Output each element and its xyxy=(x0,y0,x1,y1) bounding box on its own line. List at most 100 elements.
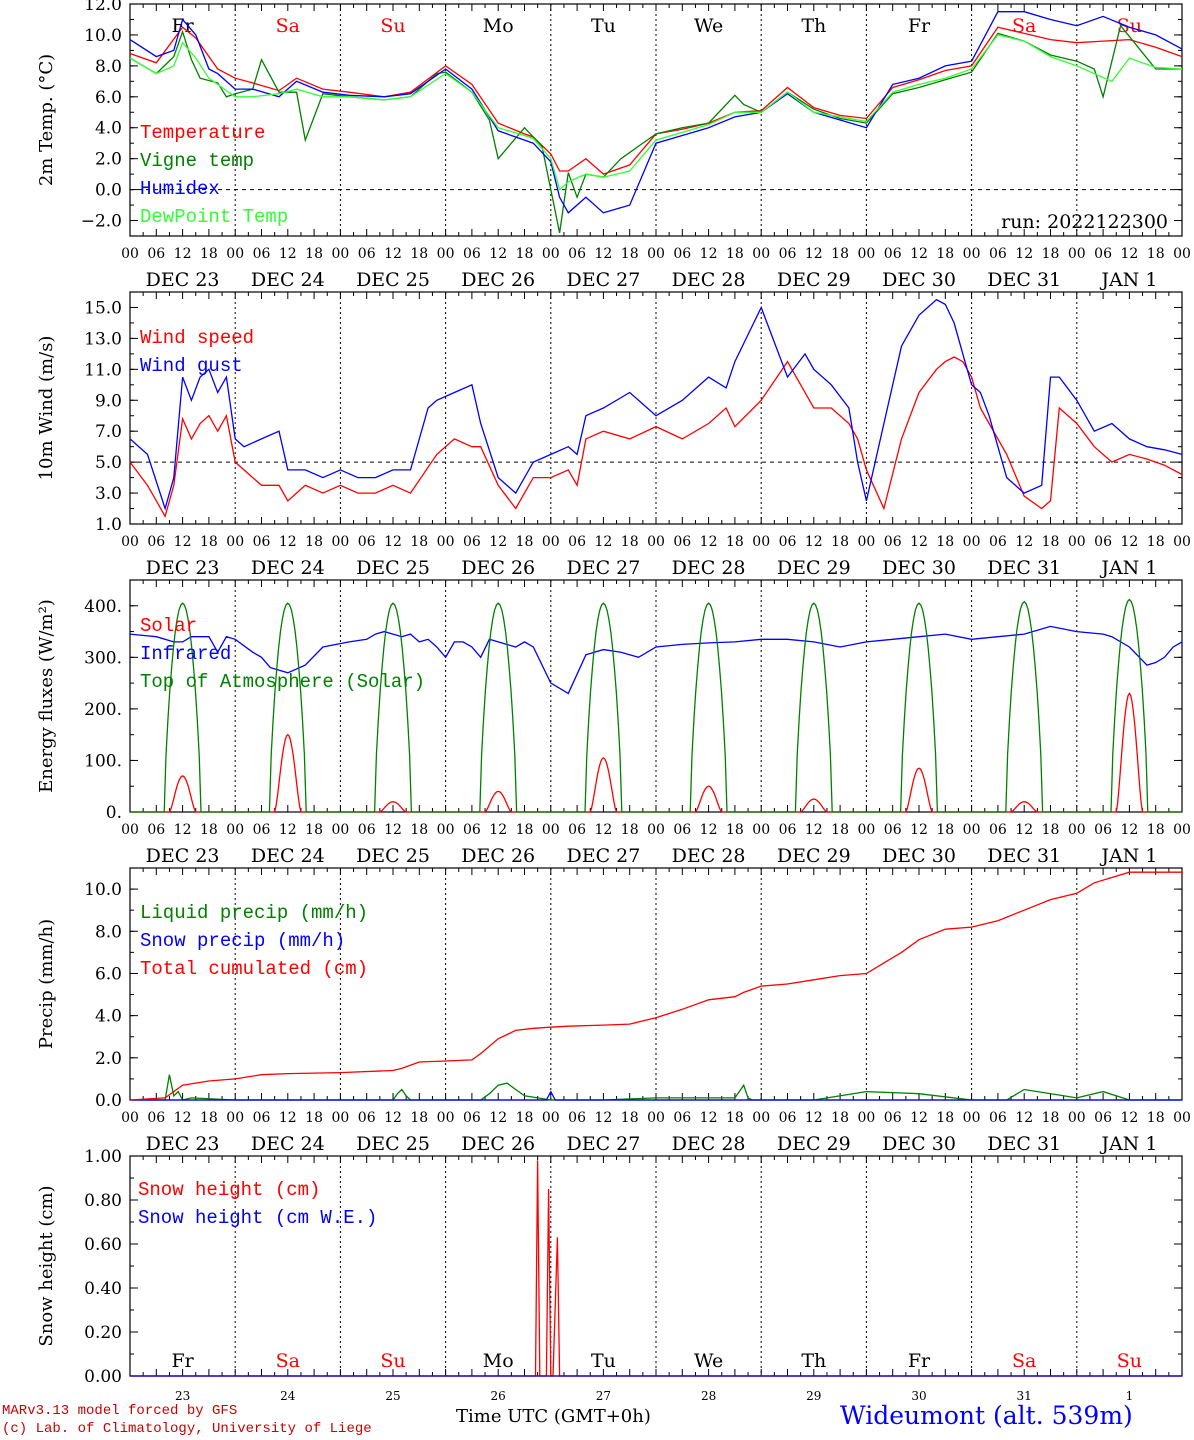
hour-label: 00 xyxy=(121,822,139,838)
hour-label: 18 xyxy=(621,246,639,262)
weekday-label: Mo xyxy=(483,1350,514,1372)
day-label: DEC 31 xyxy=(987,1133,1061,1155)
hour-label: 12 xyxy=(1120,822,1138,838)
hour-label: 00 xyxy=(542,534,560,550)
legend-entry: Snow height (cm W.E.) xyxy=(138,1207,377,1229)
hour-label: 12 xyxy=(1015,534,1033,550)
hour-label: 12 xyxy=(1120,534,1138,550)
hour-label: 18 xyxy=(410,246,428,262)
hour-label: 06 xyxy=(358,246,376,262)
weekday-label: Th xyxy=(801,15,826,37)
hour-label: 06 xyxy=(673,822,691,838)
weekday-label: Tu xyxy=(591,1350,616,1372)
day-label: DEC 23 xyxy=(146,1133,220,1155)
hour-label: 00 xyxy=(1173,822,1191,838)
run-label: run: 2022122300 xyxy=(1001,211,1168,233)
hour-label: 00 xyxy=(752,822,770,838)
hour-label: 06 xyxy=(463,534,481,550)
hour-label: 12 xyxy=(700,822,718,838)
hour-label: 12 xyxy=(594,822,612,838)
y-tick-label: 0.40 xyxy=(84,1279,122,1299)
y-tick-label: 8.0 xyxy=(95,57,122,77)
hour-label: 18 xyxy=(1147,822,1165,838)
day-label: DEC 30 xyxy=(882,269,956,291)
series-line xyxy=(129,356,1183,518)
day-label: DEC 27 xyxy=(566,557,640,579)
hour-label: 12 xyxy=(594,246,612,262)
hour-label: 06 xyxy=(147,1110,165,1126)
hour-label: 06 xyxy=(779,822,797,838)
hour-label: 06 xyxy=(989,1110,1007,1126)
day-number-label: 29 xyxy=(806,1389,821,1403)
hour-label: 06 xyxy=(673,246,691,262)
hour-label: 12 xyxy=(805,822,823,838)
y-tick-label: 300. xyxy=(84,648,122,668)
hour-label: 00 xyxy=(437,534,455,550)
hour-label: 12 xyxy=(489,534,507,550)
day-number-label: 30 xyxy=(911,1389,926,1403)
hour-label: 00 xyxy=(1173,534,1191,550)
series-line xyxy=(129,11,1183,214)
day-label: DEC 28 xyxy=(672,269,746,291)
series-line xyxy=(129,26,1183,175)
legend-entry: Snow precip (mm/h) xyxy=(140,930,345,952)
hour-label: 00 xyxy=(1173,1110,1191,1126)
y-tick-label: 6.0 xyxy=(95,88,122,108)
hour-label: 00 xyxy=(331,822,349,838)
y-tick-label: 8.0 xyxy=(95,922,122,942)
y-axis-label: Snow height (cm) xyxy=(36,1185,57,1346)
hour-label: 18 xyxy=(200,534,218,550)
y-tick-label: 11.0 xyxy=(84,360,122,380)
legend-entry: Wind gust xyxy=(140,355,243,377)
hour-label: 06 xyxy=(673,1110,691,1126)
day-label: DEC 29 xyxy=(777,845,851,867)
hour-label: 06 xyxy=(147,246,165,262)
y-tick-label: 200. xyxy=(84,700,122,720)
hour-label: 06 xyxy=(253,1110,271,1126)
y-tick-label: 5.0 xyxy=(95,453,122,473)
hour-label: 12 xyxy=(279,246,297,262)
hour-label: 12 xyxy=(489,1110,507,1126)
hour-label: 12 xyxy=(805,246,823,262)
hour-label: 00 xyxy=(1173,246,1191,262)
day-label: DEC 23 xyxy=(146,269,220,291)
weekday-label: Th xyxy=(801,1350,826,1372)
weekday-label: Mo xyxy=(483,15,514,37)
hour-label: 18 xyxy=(726,1110,744,1126)
day-label: DEC 29 xyxy=(777,269,851,291)
hour-label: 12 xyxy=(174,1110,192,1126)
hour-label: 00 xyxy=(857,246,875,262)
weekday-label: We xyxy=(694,15,723,37)
y-tick-label: 15.0 xyxy=(84,298,122,318)
hour-label: 06 xyxy=(1094,246,1112,262)
hour-label: 18 xyxy=(831,1110,849,1126)
hour-label: 12 xyxy=(700,246,718,262)
day-number-label: 28 xyxy=(701,1389,716,1403)
hour-label: 00 xyxy=(857,534,875,550)
hour-label: 06 xyxy=(358,1110,376,1126)
legend-entry: Top of Atmosphere (Solar) xyxy=(140,671,425,693)
legend-entry: Humidex xyxy=(140,178,220,200)
weekday-label: Sa xyxy=(276,1350,300,1372)
hour-label: 00 xyxy=(121,534,139,550)
hour-label: 12 xyxy=(700,1110,718,1126)
hour-label: 00 xyxy=(437,1110,455,1126)
hour-label: 00 xyxy=(331,534,349,550)
hour-label: 18 xyxy=(1042,1110,1060,1126)
day-label: DEC 24 xyxy=(251,845,325,867)
legend-entry: Infrared xyxy=(140,643,231,665)
hour-label: 18 xyxy=(1042,534,1060,550)
hour-label: 12 xyxy=(279,534,297,550)
hour-label: 12 xyxy=(1015,822,1033,838)
hour-label: 06 xyxy=(779,1110,797,1126)
hour-label: 12 xyxy=(1015,246,1033,262)
hour-label: 18 xyxy=(621,1110,639,1126)
y-tick-label: 12.0 xyxy=(84,0,122,15)
hour-label: 18 xyxy=(1147,534,1165,550)
hour-label: 18 xyxy=(936,1110,954,1126)
hour-label: 06 xyxy=(568,246,586,262)
hour-label: 00 xyxy=(226,246,244,262)
hour-label: 18 xyxy=(936,246,954,262)
hour-label: 12 xyxy=(1120,1110,1138,1126)
